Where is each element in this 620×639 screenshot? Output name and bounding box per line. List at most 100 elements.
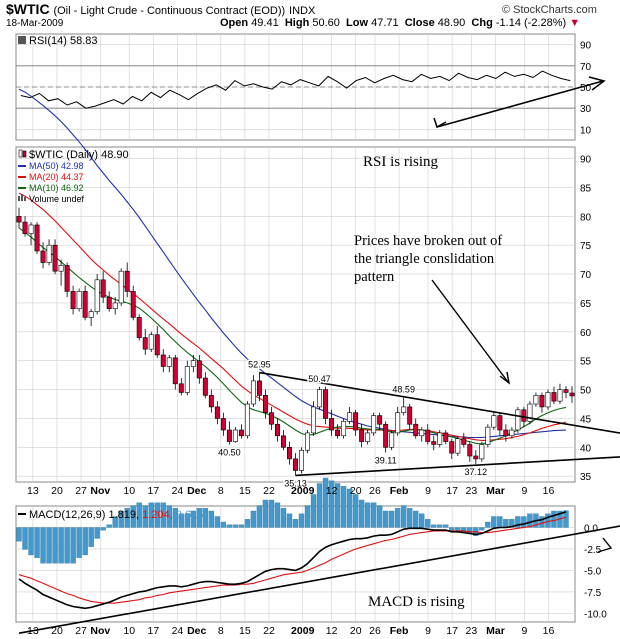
candle-body — [220, 418, 226, 431]
rsi-tick-label: 50 — [580, 83, 592, 94]
macd-histogram-bar — [491, 516, 497, 528]
candle-body — [413, 423, 419, 437]
x-axis-label: Nov — [90, 625, 110, 637]
macd-histogram-bar — [190, 510, 196, 528]
x-axis-label: 27 — [75, 625, 87, 637]
candle-body — [485, 426, 491, 445]
price-point-label: 48.59 — [392, 385, 415, 395]
low-label: Low — [346, 17, 369, 29]
candle-body — [509, 429, 515, 437]
rsi-arrow-line — [436, 80, 604, 128]
price-annotation: Prices have broken out of — [354, 233, 502, 249]
candle-body — [136, 317, 142, 338]
x-axis-label: 17 — [446, 625, 458, 637]
candle-body — [353, 412, 359, 431]
x-axis-label: 17 — [446, 485, 458, 497]
price-tick-label: 85 — [580, 183, 592, 194]
candle-body — [401, 406, 407, 413]
candle-body — [160, 354, 166, 367]
candle-body — [166, 357, 172, 367]
macd-histogram-bar — [431, 524, 437, 528]
candle-body — [76, 291, 82, 310]
macd-histogram-bar — [160, 502, 166, 528]
macd-histogram-bar — [100, 527, 106, 531]
rsi-legend: RSI(14) 58.83 — [29, 35, 97, 47]
candle-body — [64, 265, 70, 292]
macd-histogram-bar — [88, 527, 94, 547]
candle-body — [262, 395, 268, 413]
macd-legend-part: 0.615 — [176, 509, 204, 521]
macd-histogram-bar — [527, 513, 533, 528]
candle-body — [46, 244, 52, 263]
x-axis-label: 16 — [543, 485, 555, 497]
price-tick-label: 60 — [580, 328, 592, 339]
candle-body — [106, 296, 112, 310]
candle-body — [184, 366, 190, 393]
macd-tick-label: -2.5 — [584, 545, 602, 556]
candle-body — [202, 377, 208, 396]
candle-body — [94, 279, 100, 312]
macd-histogram-bar — [22, 527, 28, 550]
candle-body — [431, 441, 437, 445]
x-axis-label: 17 — [147, 485, 159, 497]
candle-body — [256, 380, 262, 396]
x-axis-label: 9 — [425, 625, 431, 637]
macd-histogram-bar — [232, 524, 239, 528]
candle-body — [238, 429, 244, 437]
x-axis-label: 22 — [263, 625, 275, 637]
candle-body — [172, 357, 178, 385]
ma50-line — [18, 88, 567, 439]
candle-body — [305, 432, 310, 451]
macd-histogram-bar — [244, 519, 251, 528]
close-label: Close — [404, 17, 435, 29]
macd-histogram-bar — [70, 527, 76, 564]
candle-body — [335, 429, 341, 437]
candle-body — [491, 415, 497, 428]
price-legend-entry: MA(20) 44.37 — [29, 172, 84, 182]
candle-body — [226, 429, 232, 442]
candle-body — [22, 221, 28, 234]
macd-histogram-bar — [449, 527, 455, 531]
macd-histogram-bar — [388, 510, 395, 528]
rsi-line — [20, 70, 571, 109]
macd-histogram-bar — [154, 502, 160, 528]
price-tick-label: 75 — [580, 241, 592, 252]
candle-body — [118, 270, 124, 304]
rsi-annotation: RSI is rising — [363, 154, 439, 170]
x-axis-label: 12 — [326, 625, 338, 637]
low-value: 47.71 — [371, 17, 399, 29]
macd-histogram-bar — [58, 527, 64, 564]
candle-body — [449, 441, 455, 454]
price-annotation: the triangle conslidation — [354, 251, 495, 267]
candle-body — [359, 429, 365, 442]
x-axis-label: 15 — [239, 625, 251, 637]
macd-histogram-bar — [551, 510, 557, 528]
macd-histogram-bar — [443, 524, 449, 528]
macd-legend: MACD(12,26,9) 1.819, 1.204, 0.615 — [29, 509, 203, 521]
price-point-label: 35.13 — [284, 478, 307, 488]
x-axis-label: 2009 — [291, 485, 315, 497]
macd-histogram-bar — [214, 516, 221, 528]
candle-body — [341, 421, 347, 437]
x-axis-label: Dec — [187, 625, 206, 637]
candle-body — [214, 406, 220, 419]
x-axis-label: Dec — [187, 485, 206, 497]
price-tick-label: 50 — [580, 386, 592, 397]
legend-volume-icon — [21, 194, 23, 201]
macd-histogram-bar — [340, 486, 347, 528]
macd-histogram-bar — [40, 527, 46, 564]
price-arrow-line — [431, 279, 509, 383]
candle-body — [82, 291, 88, 318]
price-legend-entry: $WTIC (Daily) 48.90 — [29, 149, 129, 161]
legend-candle-icon — [22, 150, 27, 158]
candle-body — [389, 432, 395, 448]
x-axis-label: 13 — [27, 485, 39, 497]
macd-histogram-bar — [407, 508, 413, 528]
candle-body — [244, 403, 250, 437]
macd-histogram-bar — [148, 502, 154, 528]
candle-body — [479, 444, 485, 460]
triangle-trendline — [259, 371, 620, 434]
price-legend-entry: MA(10) 46.92 — [29, 183, 84, 193]
candle-body — [196, 360, 202, 379]
legend-volume-icon — [18, 196, 20, 201]
